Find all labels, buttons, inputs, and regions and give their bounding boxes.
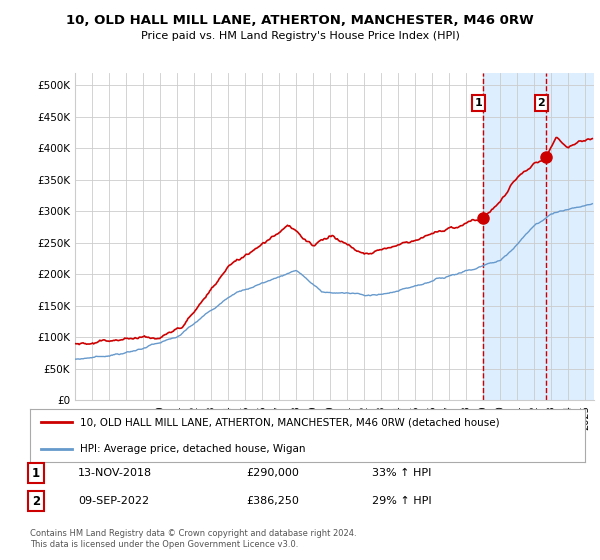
- Text: 2: 2: [32, 494, 40, 508]
- Bar: [484, 73, 547, 400]
- Text: £290,000: £290,000: [246, 468, 299, 478]
- Text: 1: 1: [32, 466, 40, 480]
- Text: 09-SEP-2022: 09-SEP-2022: [78, 496, 149, 506]
- Text: 29% ↑ HPI: 29% ↑ HPI: [372, 496, 431, 506]
- Text: £386,250: £386,250: [246, 496, 299, 506]
- Text: Price paid vs. HM Land Registry's House Price Index (HPI): Price paid vs. HM Land Registry's House …: [140, 31, 460, 41]
- Text: 33% ↑ HPI: 33% ↑ HPI: [372, 468, 431, 478]
- Text: 2: 2: [538, 98, 545, 108]
- Text: HPI: Average price, detached house, Wigan: HPI: Average price, detached house, Wiga…: [80, 444, 305, 454]
- Text: 1: 1: [475, 98, 482, 108]
- Bar: [547, 73, 594, 400]
- Text: 10, OLD HALL MILL LANE, ATHERTON, MANCHESTER, M46 0RW (detached house): 10, OLD HALL MILL LANE, ATHERTON, MANCHE…: [80, 417, 500, 427]
- Text: 13-NOV-2018: 13-NOV-2018: [78, 468, 152, 478]
- Text: Contains HM Land Registry data © Crown copyright and database right 2024.
This d: Contains HM Land Registry data © Crown c…: [30, 529, 356, 549]
- Text: 10, OLD HALL MILL LANE, ATHERTON, MANCHESTER, M46 0RW: 10, OLD HALL MILL LANE, ATHERTON, MANCHE…: [66, 14, 534, 27]
